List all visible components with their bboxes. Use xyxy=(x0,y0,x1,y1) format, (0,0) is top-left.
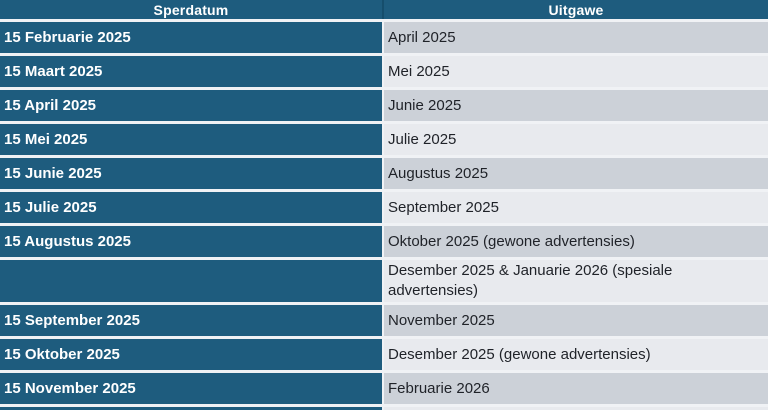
issue-cell: Augustus 2025 xyxy=(384,158,768,189)
deadline-cell: 15 Julie 2025 xyxy=(0,192,382,223)
issue-cell: September 2025 xyxy=(384,192,768,223)
table-row: 15 Junie 2025 Augustus 2025 xyxy=(0,158,768,189)
table-row: 15 April 2025 Junie 2025 xyxy=(0,90,768,121)
table-header-row: Sperdatum Uitgawe xyxy=(0,0,768,19)
deadline-cell xyxy=(0,407,382,410)
deadline-cell: 15 September 2025 xyxy=(0,305,382,336)
deadline-cell: 15 Junie 2025 xyxy=(0,158,382,189)
table-row: 15 Julie 2025 September 2025 xyxy=(0,192,768,223)
column-header-sperdatum: Sperdatum xyxy=(0,0,382,19)
table-row: 15 Oktober 2025 Desember 2025 (gewone ad… xyxy=(0,339,768,370)
deadline-cell: 15 Mei 2025 xyxy=(0,124,382,155)
deadline-cell: 15 April 2025 xyxy=(0,90,382,121)
table-row: 15 Februarie 2025 April 2025 xyxy=(0,22,768,53)
deadline-cell: 15 Maart 2025 xyxy=(0,56,382,87)
issue-cell: Desember 2025 (gewone advertensies) xyxy=(384,339,768,370)
table-row: 15 November 2025 Februarie 2026 xyxy=(0,373,768,404)
table-row: 15 September 2025 November 2025 xyxy=(0,305,768,336)
issue-cell xyxy=(384,407,768,410)
deadline-cell: 15 Oktober 2025 xyxy=(0,339,382,370)
issue-cell: Junie 2025 xyxy=(384,90,768,121)
deadline-cell: 15 November 2025 xyxy=(0,373,382,404)
table-row: Desember 2025 & Januarie 2026 (spesiale … xyxy=(0,260,768,302)
issue-cell: Desember 2025 & Januarie 2026 (spesiale … xyxy=(384,260,768,302)
table-row: 15 Maart 2025 Mei 2025 xyxy=(0,56,768,87)
issue-cell: Februarie 2026 xyxy=(384,373,768,404)
issue-cell: Julie 2025 xyxy=(384,124,768,155)
issue-cell: November 2025 xyxy=(384,305,768,336)
table-row xyxy=(0,407,768,410)
issue-cell: Oktober 2025 (gewone advertensies) xyxy=(384,226,768,257)
issue-cell: Mei 2025 xyxy=(384,56,768,87)
deadline-cell: 15 Augustus 2025 xyxy=(0,226,382,257)
table-row: 15 Augustus 2025 Oktober 2025 (gewone ad… xyxy=(0,226,768,257)
deadline-cell xyxy=(0,260,382,302)
table-row: 15 Mei 2025 Julie 2025 xyxy=(0,124,768,155)
column-header-uitgawe: Uitgawe xyxy=(384,0,768,19)
deadline-cell: 15 Februarie 2025 xyxy=(0,22,382,53)
issue-cell: April 2025 xyxy=(384,22,768,53)
